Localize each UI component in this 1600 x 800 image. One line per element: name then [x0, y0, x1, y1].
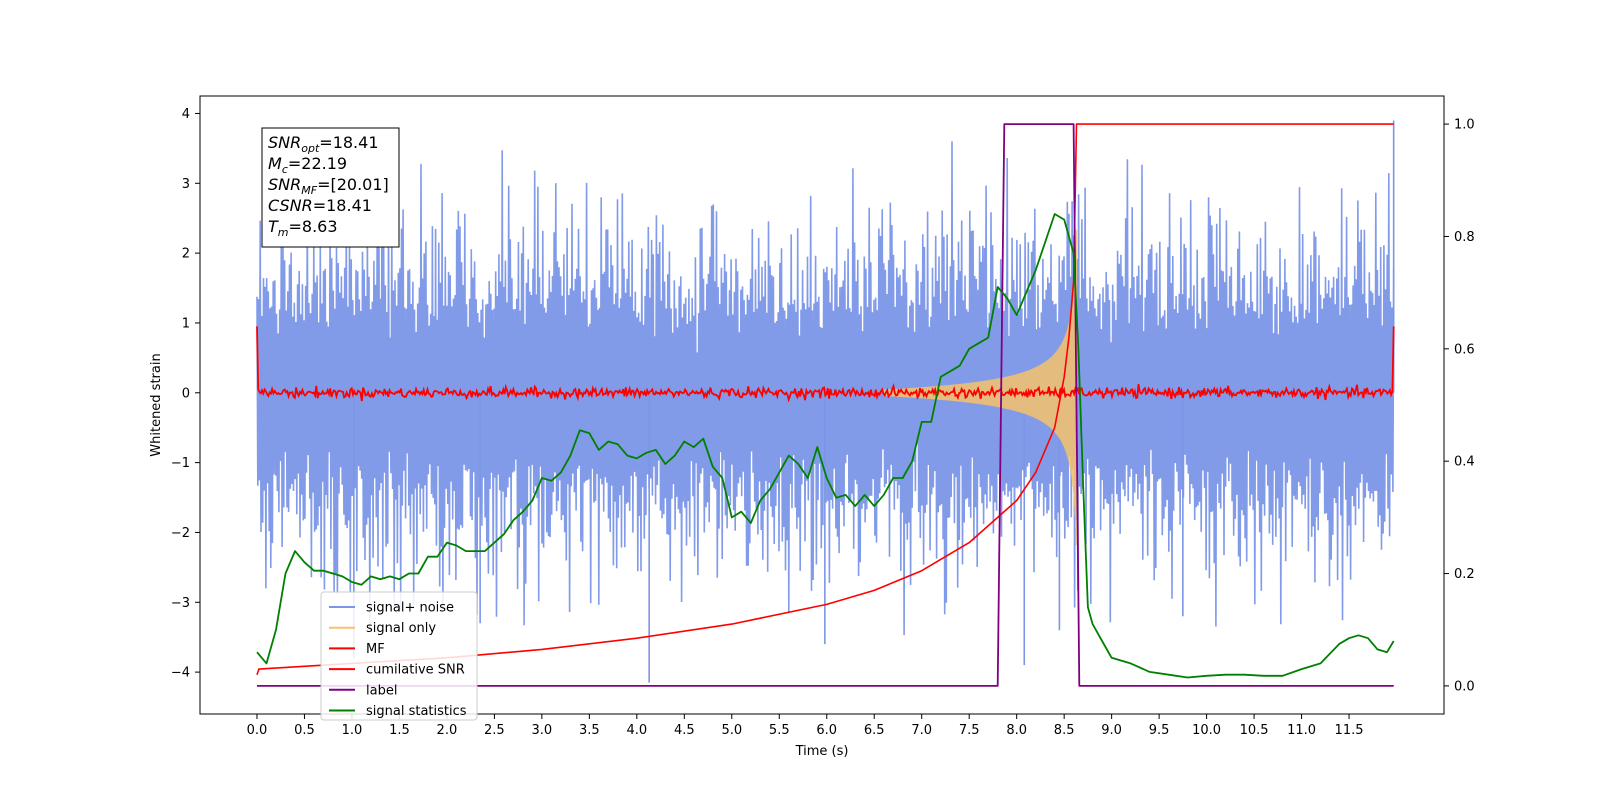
- legend: signal+ noise signal only MF cumilative SNR…: [320, 591, 478, 721]
- x-tick-label: 1.5: [389, 723, 410, 738]
- legend-label: signal+ noise: [366, 601, 454, 616]
- x-tick-label: 2.0: [437, 723, 458, 738]
- signal-statistics-line: [256, 213, 1395, 679]
- x-tick-label: 4.5: [674, 723, 695, 738]
- x-tick-label: 3.0: [532, 723, 553, 738]
- label-line: [257, 123, 1394, 687]
- y-tick-label: 1: [182, 316, 190, 331]
- signal-noise-series: [256, 120, 1395, 683]
- signal-only-line: [883, 229, 1078, 546]
- info-line: SNRMF=[20.01]: [268, 175, 389, 197]
- y-tick-label: −1: [171, 456, 190, 471]
- legend-label: MF: [366, 642, 385, 657]
- x-tick-label: 7.0: [911, 723, 932, 738]
- y-tick-label: 4: [182, 107, 190, 122]
- x-tick-label: 11.0: [1287, 723, 1316, 738]
- info-line: SNRopt=18.41: [268, 133, 379, 155]
- legend-label: signal only: [366, 621, 436, 636]
- info-box: SNRopt=18.41Mc=22.19SNRMF=[20.01]CSNR=18…: [261, 127, 400, 248]
- y2-tick-label: 0.2: [1454, 567, 1475, 582]
- legend-label: cumilative SNR: [366, 663, 465, 678]
- x-tick-label: 9.0: [1101, 723, 1122, 738]
- y-axis-label: Whitened strain: [149, 353, 164, 456]
- x-tick-label: 0.0: [247, 723, 268, 738]
- x-tick-label: 8.0: [1006, 723, 1027, 738]
- mf-line: [256, 326, 1395, 403]
- mf-series: [256, 326, 1395, 403]
- x-tick-label: 10.5: [1240, 723, 1269, 738]
- x-tick-label: 8.5: [1054, 723, 1075, 738]
- info-line: Tm=8.63: [268, 217, 338, 239]
- x-tick-label: 6.5: [864, 723, 885, 738]
- info-line: CSNR=18.41: [268, 196, 372, 215]
- y2-tick-label: 0.8: [1454, 230, 1475, 245]
- x-tick-label: 4.0: [626, 723, 647, 738]
- plot-frame: [199, 95, 1445, 715]
- x-tick-label: 0.5: [294, 723, 315, 738]
- x-tick-label: 1.0: [342, 723, 363, 738]
- y2-axis: 1.0 0.8 0.6 0.4 0.2 0.0: [1444, 118, 1475, 694]
- x-tick-label: 6.0: [816, 723, 837, 738]
- x-tick-label: 5.0: [721, 723, 742, 738]
- info-line: Mc=22.19: [268, 154, 347, 176]
- info-box-frame: [261, 127, 400, 248]
- y2-tick-label: 1.0: [1454, 118, 1475, 133]
- y-tick-label: −2: [171, 526, 190, 541]
- x-tick-label: 9.5: [1149, 723, 1170, 738]
- legend-label: signal statistics: [366, 704, 467, 719]
- x-axis-label: Time (s): [795, 744, 849, 759]
- y-tick-label: −4: [171, 666, 190, 681]
- y2-tick-label: 0.4: [1454, 455, 1475, 470]
- x-tick-label: 5.5: [769, 723, 790, 738]
- x-tick-label: 2.5: [484, 723, 505, 738]
- x-tick-label: 3.5: [579, 723, 600, 738]
- y-tick-label: 2: [182, 247, 190, 262]
- y-axis: 4 3 2 1 0 −1 −2 −3 −4: [171, 107, 200, 681]
- y-tick-label: 0: [182, 386, 190, 401]
- x-axis: 0.0 0.5 1.0 1.5 2.0 2.5 3.0 3.5 4.0 4.5 5.0 5.5 6.0 6…: [247, 714, 1364, 738]
- y2-tick-label: 0.0: [1454, 679, 1475, 694]
- y-tick-label: 3: [182, 177, 190, 192]
- y2-tick-label: 0.6: [1454, 342, 1475, 357]
- x-tick-label: 11.5: [1335, 723, 1364, 738]
- signal-noise-line: [256, 141, 1395, 636]
- x-tick-label: 10.0: [1192, 723, 1221, 738]
- x-tick-label: 7.5: [959, 723, 980, 738]
- legend-label: label: [366, 683, 397, 698]
- y-tick-label: −3: [171, 596, 190, 611]
- signal-only-series: [883, 229, 1078, 546]
- legend-frame: [320, 591, 478, 721]
